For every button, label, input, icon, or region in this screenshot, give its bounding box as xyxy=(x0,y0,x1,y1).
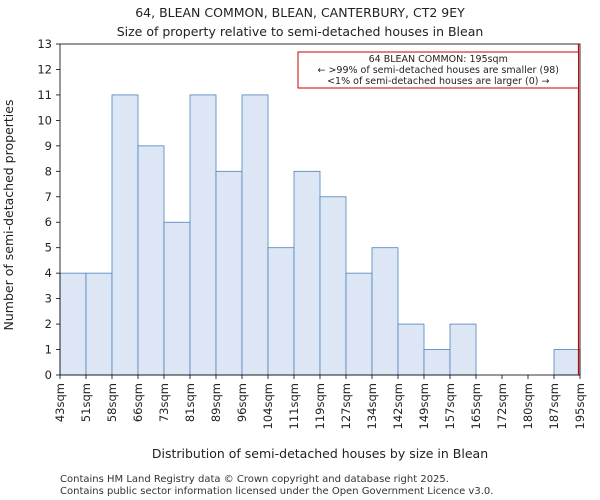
x-tick-label: 157sqm xyxy=(443,383,457,429)
y-tick-label: 2 xyxy=(45,317,52,331)
y-tick-label: 8 xyxy=(45,164,52,178)
bar-187sqm xyxy=(553,349,581,376)
bar-142sqm xyxy=(397,323,425,376)
bar-73sqm xyxy=(163,221,191,376)
annotation-box: 64 BLEAN COMMON: 195sqm ← >99% of semi-d… xyxy=(297,51,579,89)
bar-51sqm xyxy=(85,272,113,376)
y-tick-label: 12 xyxy=(37,62,52,76)
y-tick-label: 6 xyxy=(45,215,52,229)
x-tick-label: 142sqm xyxy=(391,383,405,429)
bar-58sqm xyxy=(111,94,139,376)
bar-127sqm xyxy=(345,272,373,376)
bar-149sqm xyxy=(423,349,451,376)
bar-96sqm xyxy=(241,94,269,376)
footer-line-2: Contains public sector information licen… xyxy=(60,486,493,497)
bar-81sqm xyxy=(189,94,217,376)
annotation-line-2: ← >99% of semi-detached houses are small… xyxy=(317,65,559,76)
y-tick-label: 0 xyxy=(45,368,52,382)
bar-104sqm xyxy=(267,247,295,376)
annotation-line-1: 64 BLEAN COMMON: 195sqm xyxy=(369,54,508,65)
y-tick-label: 3 xyxy=(45,292,52,306)
x-tick-label: 172sqm xyxy=(495,383,509,429)
chart-subtitle: Size of property relative to semi-detach… xyxy=(117,24,484,39)
bar-111sqm xyxy=(293,170,321,376)
x-tick-label: 111sqm xyxy=(287,383,301,429)
x-tick-label: 195sqm xyxy=(573,383,587,429)
x-tick-label: 127sqm xyxy=(339,383,353,429)
x-tick-label: 81sqm xyxy=(183,383,197,422)
y-tick-label: 9 xyxy=(45,139,52,153)
bars xyxy=(59,94,581,376)
bar-89sqm xyxy=(215,170,243,376)
y-tick-label: 13 xyxy=(37,37,52,51)
x-tick-label: 43sqm xyxy=(53,383,67,422)
x-axis-ticks: 43sqm 51sqm 58sqm 66sqm 73sqm 81sqm 89sqm 96sqm… xyxy=(53,375,587,429)
annotation-line-3: <1% of semi-detached houses are larger (… xyxy=(327,76,549,87)
x-tick-label: 58sqm xyxy=(105,383,119,422)
x-tick-label: 134sqm xyxy=(365,383,379,429)
bar-157sqm xyxy=(449,323,477,376)
y-tick-label: 1 xyxy=(45,343,52,357)
x-tick-label: 149sqm xyxy=(417,383,431,429)
x-axis-label: Distribution of semi-detached houses by … xyxy=(152,446,488,461)
bar-66sqm xyxy=(137,145,165,376)
bar-43sqm xyxy=(59,272,87,376)
y-tick-label: 4 xyxy=(45,266,52,280)
x-tick-label: 165sqm xyxy=(469,383,483,429)
footer-line-1: Contains HM Land Registry data © Crown c… xyxy=(60,474,449,485)
bar-134sqm xyxy=(371,247,399,376)
y-axis-label: Number of semi-detached properties xyxy=(1,100,16,331)
y-tick-label: 11 xyxy=(37,88,52,102)
y-tick-label: 10 xyxy=(37,113,52,127)
x-tick-label: 66sqm xyxy=(131,383,145,422)
bar-119sqm xyxy=(319,196,347,376)
plot-frame xyxy=(59,43,581,376)
x-tick-label: 89sqm xyxy=(209,383,223,422)
x-tick-label: 73sqm xyxy=(157,383,171,422)
chart-title: 64, BLEAN COMMON, BLEAN, CANTERBURY, CT2… xyxy=(135,5,465,20)
x-tick-label: 51sqm xyxy=(79,383,93,422)
y-tick-label: 7 xyxy=(45,190,52,204)
x-tick-label: 104sqm xyxy=(261,383,275,429)
x-tick-label: 96sqm xyxy=(235,383,249,422)
y-tick-label: 5 xyxy=(45,241,52,255)
x-tick-label: 187sqm xyxy=(547,383,561,429)
annotation-frame xyxy=(297,51,579,89)
x-tick-label: 119sqm xyxy=(313,383,327,429)
x-tick-label: 180sqm xyxy=(521,383,535,429)
